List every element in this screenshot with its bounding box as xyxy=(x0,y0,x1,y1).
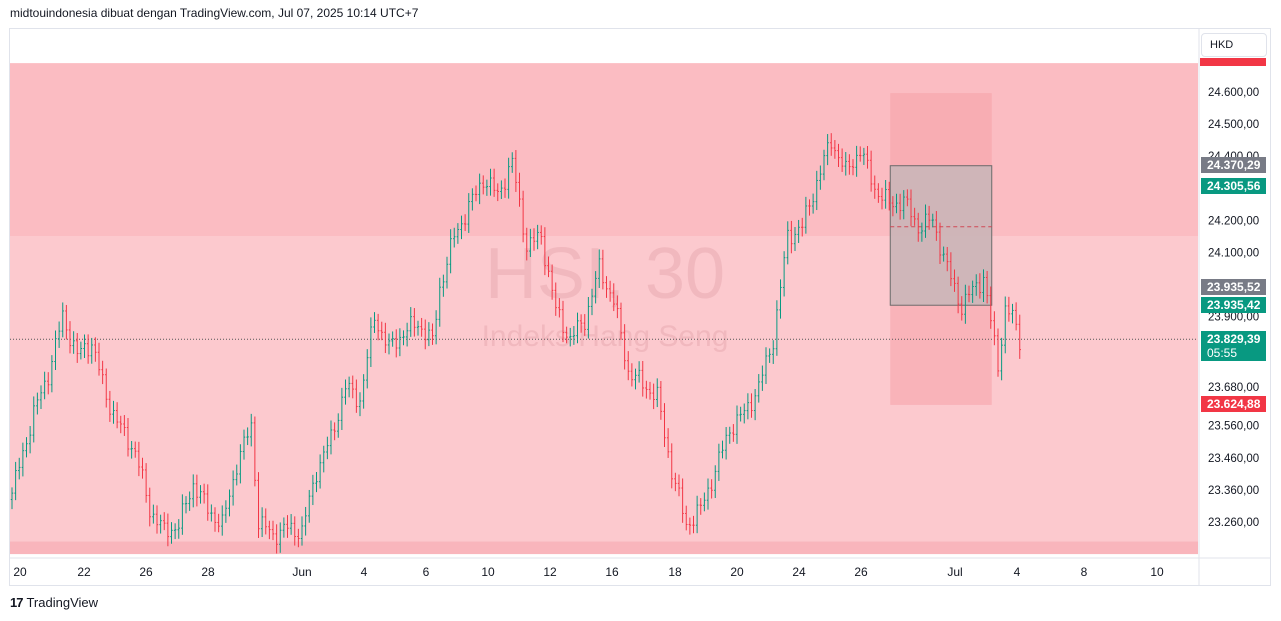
chart-frame[interactable] xyxy=(9,28,1271,586)
zone-bottom xyxy=(10,541,1198,555)
x-tick-label: 18 xyxy=(668,565,682,579)
price-label: 24.370,29 xyxy=(1201,157,1266,173)
y-tick-label: 23.680,00 xyxy=(1208,382,1259,394)
price-label: 24.305,56 xyxy=(1201,178,1266,194)
x-tick-label: 26 xyxy=(139,565,153,579)
x-tick-label: 16 xyxy=(605,565,619,579)
x-tick-label: 10 xyxy=(1150,565,1164,579)
x-tick-label: 4 xyxy=(1014,565,1021,579)
x-tick-label: 8 xyxy=(1081,565,1088,579)
position-box xyxy=(889,165,993,306)
price-label: 23.935,52 xyxy=(1201,279,1266,295)
price-label: 23.829,39 05:55 xyxy=(1201,331,1266,361)
watermark-name: Indeks Hang Seng xyxy=(482,320,729,353)
chart-header: midtouindonesia dibuat dengan TradingVie… xyxy=(10,6,419,20)
tradingview-brand: TradingView xyxy=(26,595,99,610)
y-tick-label: 24.100,00 xyxy=(1208,247,1259,259)
y-tick-label: 24.200,00 xyxy=(1208,215,1259,227)
y-tick-label: 23.460,00 xyxy=(1208,453,1259,465)
x-tick-label: 22 xyxy=(77,565,91,579)
price-label: 23.624,88 xyxy=(1201,396,1266,412)
x-tick-label: 20 xyxy=(730,565,744,579)
x-tick-label: 20 xyxy=(13,565,27,579)
x-tick-label: 10 xyxy=(481,565,495,579)
x-tick-label: Jul xyxy=(947,565,962,579)
y-tick-label: 23.360,00 xyxy=(1208,485,1259,497)
tradingview-logo-icon: 17 xyxy=(10,595,24,610)
countdown-label: 05:55 xyxy=(1207,346,1238,360)
top-price-label-partial xyxy=(1200,58,1266,66)
x-tick-label: 12 xyxy=(543,565,557,579)
y-tick-label: 23.560,00 xyxy=(1208,421,1259,433)
x-tick-label: 24 xyxy=(792,565,806,579)
y-tick-label: 24.600,00 xyxy=(1208,87,1259,99)
x-tick-label: 26 xyxy=(854,565,868,579)
x-tick-label: Jun xyxy=(292,565,311,579)
price-label: 23.935,42 xyxy=(1201,297,1266,313)
tradingview-footer: 17 TradingView xyxy=(10,595,98,610)
watermark-symbol: HSI, 30 xyxy=(485,234,725,314)
y-tick-label: 24.500,00 xyxy=(1208,119,1259,131)
currency-selector[interactable]: HKD xyxy=(1201,33,1267,57)
x-tick-label: 28 xyxy=(201,565,215,579)
x-tick-label: 4 xyxy=(361,565,368,579)
y-tick-label: 23.260,00 xyxy=(1208,517,1259,529)
zone-upper xyxy=(10,63,1198,237)
x-tick-label: 6 xyxy=(423,565,430,579)
y-tick-label: 23.900,00 xyxy=(1208,312,1259,324)
